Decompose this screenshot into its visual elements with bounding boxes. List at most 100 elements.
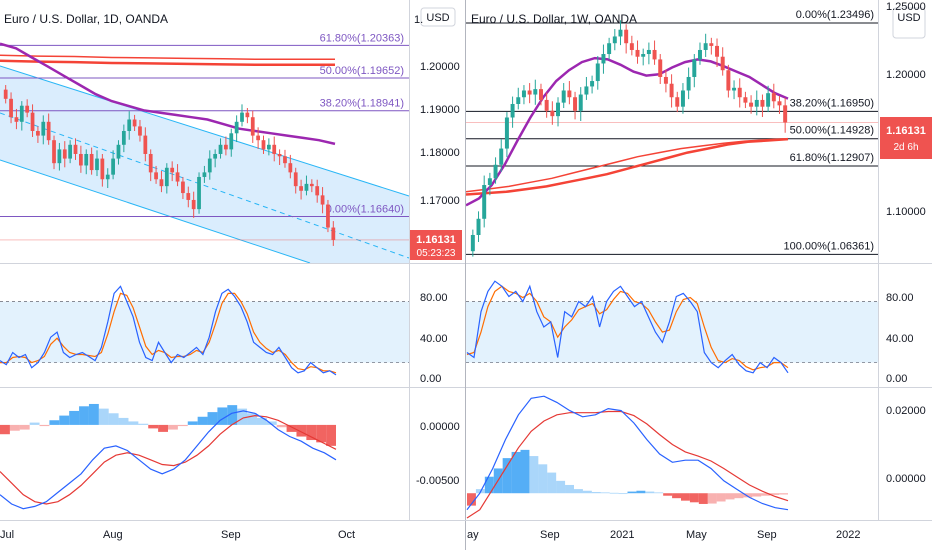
candle-body <box>320 195 325 205</box>
fib-level-label: 0.00%(1.23496) <box>796 9 874 21</box>
right-stoch-tick: 40.00 <box>886 333 914 345</box>
macd-histogram-bar <box>618 493 628 495</box>
macd-histogram-bar <box>197 416 208 425</box>
right-time-axis[interactable]: ay Sep 2021 May Sep 2022 <box>467 529 860 541</box>
left-macd-tick: -0.00500 <box>416 475 459 487</box>
macd-histogram-bar <box>286 424 297 432</box>
candle-body <box>175 172 180 182</box>
right-stoch-axis[interactable]: 80.00 40.00 0.00 <box>886 292 914 385</box>
right-price-tick: 1.20000 <box>886 69 926 81</box>
stoch-d-line <box>0 292 337 374</box>
left-currency-badge[interactable]: USD <box>420 7 456 27</box>
candle-body <box>105 174 110 180</box>
candle-body <box>669 83 674 98</box>
right-macd-pane[interactable] <box>466 395 789 519</box>
candle-body <box>229 133 234 150</box>
candle-body <box>703 43 708 50</box>
fib-level-label: 50.00%(1.14928) <box>790 125 874 137</box>
candle-body <box>213 153 218 159</box>
macd-histogram-bar <box>698 493 708 504</box>
candle-body <box>567 90 572 98</box>
macd-histogram-bar <box>574 489 583 494</box>
candle-body <box>331 227 336 240</box>
right-price-pane[interactable]: 0.00%(1.23496) 38.20%(1.16950) 50.00%(1.14… <box>465 9 878 257</box>
right-time-tick: 2021 <box>610 529 634 541</box>
right-time-tick: ay <box>467 529 479 541</box>
left-macd-pane[interactable] <box>0 403 337 510</box>
candle-body <box>132 119 137 127</box>
right-last-price-tag: 1.16131 2d 6h <box>880 117 932 159</box>
right-stoch-pane[interactable] <box>466 280 878 374</box>
right-time-tick: 2022 <box>836 529 860 541</box>
left-stoch-axis[interactable]: 80.00 40.00 0.00 <box>420 292 448 385</box>
macd-histogram-bar <box>556 480 566 494</box>
candle-body <box>556 102 561 117</box>
candle-body <box>52 140 56 164</box>
right-macd-axis[interactable]: 0.02000 0.00000 <box>886 405 926 485</box>
left-last-price-tag: 1.16131 05:23:23 <box>410 230 462 260</box>
right-price-tick: 1.25000 <box>886 1 926 13</box>
fib-level-label: 0.00%(1.16640) <box>326 203 404 215</box>
candle-body <box>121 131 126 145</box>
macd-histogram-bar <box>467 493 476 506</box>
left-stoch-pane[interactable] <box>0 285 409 376</box>
right-currency-badge[interactable]: USD <box>892 7 926 39</box>
candle-body <box>46 121 51 141</box>
macd-histogram-bar <box>49 420 60 425</box>
left-macd-axis[interactable]: 0.00000 -0.00500 <box>416 421 460 487</box>
candle-body <box>111 158 115 175</box>
candle-body <box>84 153 89 166</box>
right-stoch-tick: 0.00 <box>886 373 907 385</box>
channel-lower-line <box>0 159 311 264</box>
macd-histogram-bar <box>148 424 159 429</box>
macd-histogram-bar <box>256 417 267 425</box>
left-price-tick: 1.17000 <box>420 195 460 207</box>
macd-histogram-bar <box>681 493 690 501</box>
candle-body <box>783 105 788 123</box>
left-chart-title: Euro / U.S. Dollar, 1D, OANDA <box>4 12 168 26</box>
left-macd-tick: 0.00000 <box>420 421 460 433</box>
left-price-pane[interactable]: 61.80%(1.20363) 50.00%(1.19652) 38.20%(1.1… <box>0 32 410 264</box>
candle-body <box>550 110 555 117</box>
candle-body <box>272 144 277 154</box>
candle-body <box>154 172 158 180</box>
macd-histogram-bar <box>538 464 548 494</box>
left-price-axis[interactable]: 1. 1.20000 1.19000 1.18000 1.17000 <box>414 14 460 207</box>
macd-histogram-bar <box>326 424 336 446</box>
candle-body <box>9 98 13 118</box>
right-bar-countdown: 2d 6h <box>893 142 918 153</box>
macd-histogram-bar <box>138 423 149 425</box>
macd-histogram-bar <box>761 493 771 496</box>
macd-histogram-bar <box>582 490 592 494</box>
left-time-axis[interactable]: Jul Aug Sep Oct <box>0 529 355 541</box>
macd-histogram-bar <box>707 493 717 504</box>
fib-level-label: 61.80%(1.20363) <box>320 32 404 44</box>
right-macd-tick: 0.02000 <box>886 405 926 417</box>
candle-body <box>709 43 714 46</box>
candle-body <box>726 70 731 91</box>
candle-body <box>25 105 30 113</box>
ma-long-line-2 <box>465 137 789 193</box>
macd-histogram-bar <box>689 493 699 503</box>
candle-body <box>95 158 99 171</box>
macd-histogram-bar <box>627 491 637 494</box>
macd-histogram-bar <box>19 424 30 430</box>
candle-body <box>663 76 668 84</box>
candle-body <box>777 101 782 106</box>
macd-histogram-bar <box>0 424 10 435</box>
macd-histogram-bar <box>296 424 307 437</box>
candle-body <box>612 36 617 44</box>
macd-histogram-bar <box>108 413 119 425</box>
candle-body <box>607 43 612 55</box>
macd-histogram-bar <box>663 493 673 496</box>
right-price-axis[interactable]: 1.25000 1.20000 1.10000 <box>886 1 926 218</box>
stoch-k-line <box>466 280 789 374</box>
candle-body <box>533 89 538 95</box>
candle-body <box>36 131 40 136</box>
candle-body <box>143 135 148 154</box>
candle-body <box>641 54 646 57</box>
macd-histogram-bar <box>98 408 109 425</box>
left-time-tick: Jul <box>0 529 14 541</box>
candle-body <box>261 140 266 150</box>
